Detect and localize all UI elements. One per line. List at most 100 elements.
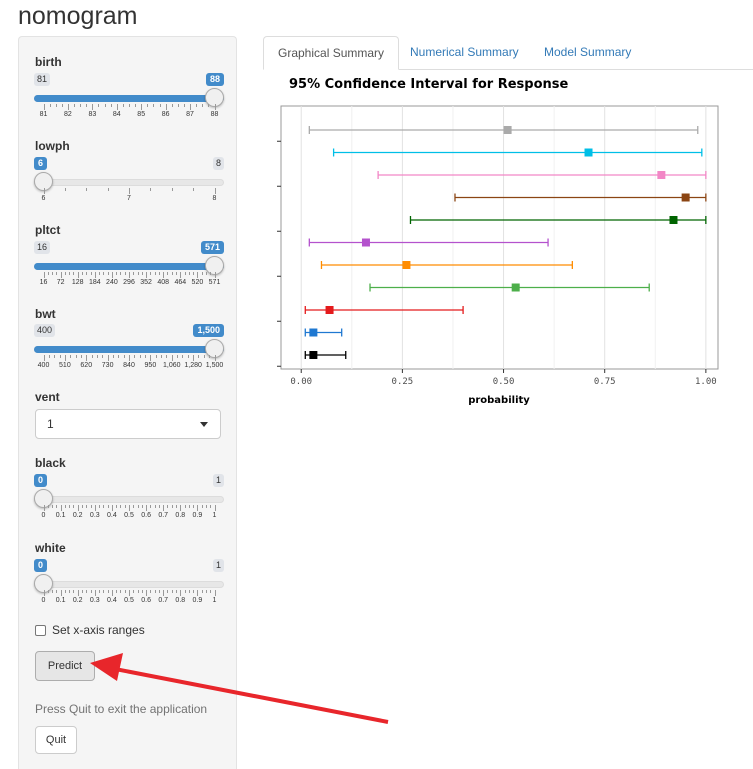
- birth-minor-tick: [171, 104, 173, 107]
- black-major-tick: [60, 505, 62, 511]
- black-value-badge: 0: [34, 474, 48, 487]
- lowph-tick-label: 6: [41, 195, 46, 202]
- black-tick-label: 0.8: [175, 512, 186, 519]
- pltct-minor-tick: [176, 272, 178, 275]
- birth-min-label: 81: [34, 73, 51, 86]
- birth-fill-bar: [34, 95, 224, 102]
- birth-tick-label: 83: [88, 111, 97, 118]
- white-minor-tick: [205, 590, 207, 593]
- point-estimate: [657, 171, 666, 179]
- birth-slider[interactable]: 8188888182838485868788: [34, 73, 224, 123]
- white-minor-tick: [73, 590, 75, 593]
- lowph-tick-grid: [34, 188, 224, 194]
- vent-selected-value: 1: [47, 417, 54, 431]
- bwt-value-badge: 1,500: [193, 324, 224, 337]
- quit-button[interactable]: Quit: [35, 726, 77, 754]
- bwt-tick-label: 840: [123, 362, 135, 369]
- pltct-major-tick: [94, 272, 96, 278]
- predict-button[interactable]: Predict: [35, 651, 95, 681]
- birth-major-tick: [43, 104, 45, 110]
- tab-graphical-summary[interactable]: Graphical Summary: [263, 36, 400, 70]
- point-estimate: [503, 126, 512, 134]
- black-major-tick: [77, 505, 79, 511]
- white-minor-tick: [193, 590, 195, 593]
- birth-minor-tick: [98, 104, 100, 107]
- bwt-minor-tick: [161, 355, 163, 358]
- lowph-minor-tick: [86, 188, 88, 191]
- white-tick-label: 0.5: [124, 597, 134, 604]
- birth-value-badge: 88: [205, 73, 224, 86]
- white-major-tick: [60, 590, 62, 596]
- pltct-minor-tick: [64, 272, 66, 275]
- bwt-minor-tick: [139, 355, 141, 358]
- white-minor-tick: [201, 590, 203, 593]
- black-major-tick: [180, 505, 182, 511]
- black-major-tick: [214, 505, 216, 511]
- lowph-slider[interactable]: 686678: [34, 157, 224, 207]
- black-minor-tick: [47, 505, 49, 508]
- white-tick-label: 0.4: [107, 597, 117, 604]
- birth-minor-tick: [61, 104, 63, 107]
- sidebar-panel: birth 8188888182838485868788 lowph 68667…: [18, 36, 237, 769]
- birth-minor-tick: [74, 104, 76, 107]
- x-axis-range-option[interactable]: Set x-axis ranges: [35, 623, 145, 637]
- lowph-minor-tick: [64, 188, 66, 191]
- black-minor-tick: [81, 505, 83, 508]
- bwt-tick-label: 400: [37, 362, 50, 369]
- pltct-major-tick: [146, 272, 148, 278]
- pltct-major-tick: [214, 272, 216, 278]
- lowph-label: lowph: [35, 139, 70, 153]
- birth-tick-label: 85: [137, 111, 146, 118]
- black-tick-label: 0.6: [141, 512, 151, 519]
- black-label: black: [35, 456, 66, 470]
- pltct-minor-tick: [52, 272, 54, 275]
- black-slider[interactable]: 11000.10.20.30.40.50.60.70.80.91: [34, 474, 224, 524]
- black-tick-grid: [34, 505, 224, 511]
- pltct-slider[interactable]: 165715711672128184240296352408464520571: [34, 241, 224, 291]
- birth-minor-tick: [135, 104, 137, 107]
- white-track[interactable]: [34, 581, 224, 588]
- black-track[interactable]: [34, 496, 224, 503]
- lowph-track[interactable]: [34, 179, 224, 186]
- pltct-label: pltct: [35, 223, 61, 237]
- tab-model-summary[interactable]: Model Summary: [544, 45, 632, 59]
- birth-tick-label: 81: [39, 111, 48, 118]
- black-major-tick: [197, 505, 199, 511]
- bwt-tick-label: 1,500: [205, 362, 224, 369]
- vent-select[interactable]: 1: [35, 409, 221, 439]
- black-minor-tick: [150, 505, 152, 508]
- pltct-major-tick: [180, 272, 182, 278]
- help-text: Press Quit to exit the application: [35, 702, 208, 716]
- birth-tick-label: 86: [161, 111, 170, 118]
- lowph-value-badge: 6: [34, 157, 48, 170]
- plot-marks: [304, 126, 707, 359]
- white-minor-tick: [64, 590, 66, 593]
- white-tick-label: 0.9: [192, 597, 203, 604]
- bwt-slider[interactable]: 400 1,500 1,500 400 510 620 730 840 950 1,0601,28…: [34, 324, 224, 374]
- white-minor-tick: [210, 590, 212, 593]
- black-minor-tick: [56, 505, 58, 508]
- bwt-tick-grid: [34, 355, 224, 361]
- pltct-minor-tick: [133, 272, 135, 275]
- lowph-minor-tick: [107, 188, 109, 191]
- pltct-tick-label: 128: [71, 279, 84, 286]
- black-minor-tick: [188, 505, 190, 508]
- birth-minor-tick: [202, 104, 204, 107]
- birth-minor-tick: [196, 104, 198, 107]
- bwt-minor-tick: [203, 355, 205, 358]
- white-minor-tick: [90, 590, 92, 593]
- bwt-minor-tick: [91, 355, 93, 358]
- bwt-label: bwt: [35, 307, 56, 321]
- x-axis-range-checkbox[interactable]: [35, 624, 46, 636]
- white-slider[interactable]: 11000.10.20.30.40.50.60.70.80.91: [34, 559, 224, 609]
- pltct-minor-tick: [99, 272, 101, 275]
- white-tick-label: 0: [41, 597, 46, 604]
- black-minor-tick: [73, 505, 75, 508]
- bwt-minor-tick: [177, 355, 179, 358]
- pltct-minor-tick: [188, 272, 190, 275]
- black-minor-tick: [210, 505, 212, 508]
- black-minor-tick: [154, 505, 156, 508]
- black-minor-tick: [90, 505, 92, 508]
- bwt-tick-label: 510: [59, 362, 71, 369]
- tab-numerical-summary[interactable]: Numerical Summary: [410, 45, 519, 59]
